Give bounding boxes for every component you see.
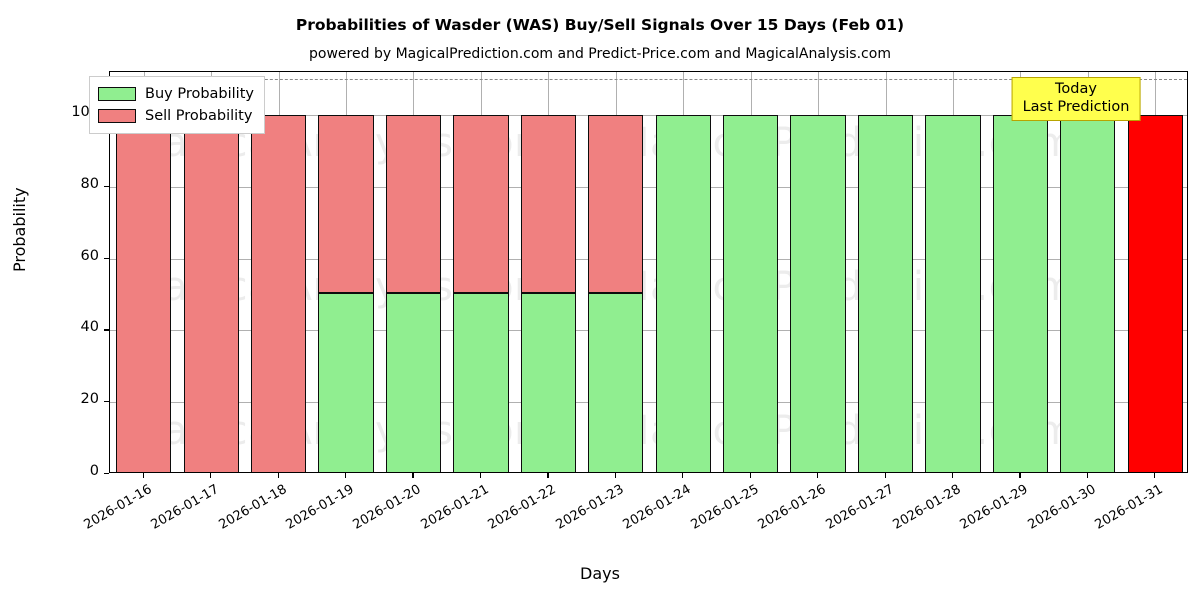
x-axis-label: Days	[580, 564, 620, 583]
today-annotation-line1: Today	[1055, 81, 1097, 97]
x-tick-label: 2026-01-18	[216, 482, 290, 533]
bar-segment-buy	[318, 292, 374, 472]
gridline-horizontal	[110, 186, 1187, 188]
y-tick-mark	[104, 185, 109, 188]
today-annotation: Today Last Prediction	[1011, 77, 1141, 122]
plot-inner: MagicalAnalysis.comMagicalPrediction.com…	[110, 72, 1187, 472]
legend-item-sell: Sell Probability	[98, 105, 254, 127]
page-title: Probabilities of Wasder (WAS) Buy/Sell S…	[295, 16, 905, 34]
x-tick-mark	[479, 473, 482, 478]
y-tick-mark	[104, 401, 109, 403]
bar-segment-buy	[857, 115, 914, 472]
x-tick-label: 2026-01-20	[351, 482, 424, 533]
y-tick-mark	[104, 473, 109, 475]
y-axis-label: Probability	[10, 187, 29, 272]
x-tick-mark	[951, 473, 954, 478]
bar-segment-sell	[183, 115, 239, 472]
x-tick-mark	[142, 473, 144, 478]
plot-area: MagicalAnalysis.comMagicalPrediction.com…	[109, 71, 1188, 473]
bar-segment-buy	[1060, 115, 1116, 472]
x-tick-label: 2026-01-19	[283, 482, 357, 533]
y-tick-label: 60	[80, 247, 99, 264]
x-tick-label: 2026-01-26	[755, 482, 829, 533]
y-tick-label: 40	[80, 319, 99, 336]
legend-label-buy: Buy Probability	[145, 86, 254, 102]
bar-segment-buy	[385, 292, 442, 472]
x-tick-mark	[682, 473, 684, 478]
x-tick-mark	[884, 473, 886, 478]
legend-label-sell: Sell Probability	[145, 108, 253, 124]
bar-segment-sell	[453, 115, 509, 293]
y-tick-label: 80	[80, 175, 99, 192]
bar-segment-sell	[588, 115, 644, 293]
legend-swatch-buy	[98, 87, 136, 101]
bar-segment-sell	[116, 115, 172, 472]
x-tick-label: 2026-01-25	[688, 482, 762, 533]
bar-segment-sell	[250, 115, 307, 472]
x-tick-mark	[614, 473, 616, 478]
y-tick-label: 0	[89, 463, 99, 479]
y-tick-label: 20	[80, 391, 99, 408]
x-tick-label: 2026-01-23	[553, 482, 627, 533]
x-tick-label: 2026-01-31	[1092, 482, 1166, 533]
x-tick-mark	[547, 473, 549, 478]
gridline-horizontal	[110, 115, 1187, 117]
gridline-horizontal	[110, 330, 1187, 332]
x-tick-label: 2026-01-21	[418, 482, 492, 533]
x-tick-mark	[412, 473, 414, 478]
x-tick-mark	[749, 473, 751, 478]
y-tick-mark	[104, 329, 109, 331]
x-tick-label: 2026-01-29	[957, 482, 1031, 533]
x-tick-mark	[345, 473, 347, 478]
bar-segment-buy	[790, 115, 846, 472]
x-tick-label: 2026-01-24	[620, 482, 694, 533]
y-tick-mark	[104, 257, 109, 259]
legend-item-buy: Buy Probability	[98, 83, 254, 105]
bar-segment-buy	[655, 115, 711, 472]
x-tick-label: 2026-01-28	[890, 482, 964, 533]
bar-segment-sell	[385, 115, 442, 293]
x-tick-mark	[817, 473, 819, 478]
x-tick-label: 2026-01-17	[148, 482, 222, 533]
bar-segment-buy	[992, 115, 1049, 472]
bar-segment-today	[1127, 115, 1183, 472]
x-tick-mark	[1086, 473, 1089, 478]
x-tick-mark	[1154, 473, 1156, 478]
x-tick-mark	[1019, 473, 1021, 478]
today-annotation-line2: Last Prediction	[1022, 98, 1130, 115]
legend-swatch-sell	[98, 109, 136, 123]
x-tick-label: 2026-01-16	[81, 482, 155, 533]
bar-segment-buy	[520, 292, 576, 472]
x-tick-label: 2026-01-30	[1025, 482, 1099, 533]
gridline-horizontal	[110, 402, 1187, 404]
gridline-horizontal	[110, 258, 1187, 260]
bar-segment-sell	[318, 115, 374, 293]
bar-segment-buy	[925, 115, 981, 472]
bar-segment-buy	[588, 292, 644, 472]
x-tick-mark	[277, 473, 279, 478]
bar-segment-sell	[520, 115, 576, 293]
chart-legend: Buy Probability Sell Probability	[89, 76, 265, 134]
reference-line	[110, 79, 1187, 81]
bar-segment-buy	[453, 292, 509, 472]
bar-segment-buy	[723, 115, 779, 472]
x-tick-label: 2026-01-22	[485, 482, 559, 533]
x-tick-label: 2026-01-27	[823, 482, 897, 533]
x-tick-mark	[210, 473, 212, 478]
chart-subtitle: powered by MagicalPrediction.com and Pre…	[309, 46, 891, 62]
